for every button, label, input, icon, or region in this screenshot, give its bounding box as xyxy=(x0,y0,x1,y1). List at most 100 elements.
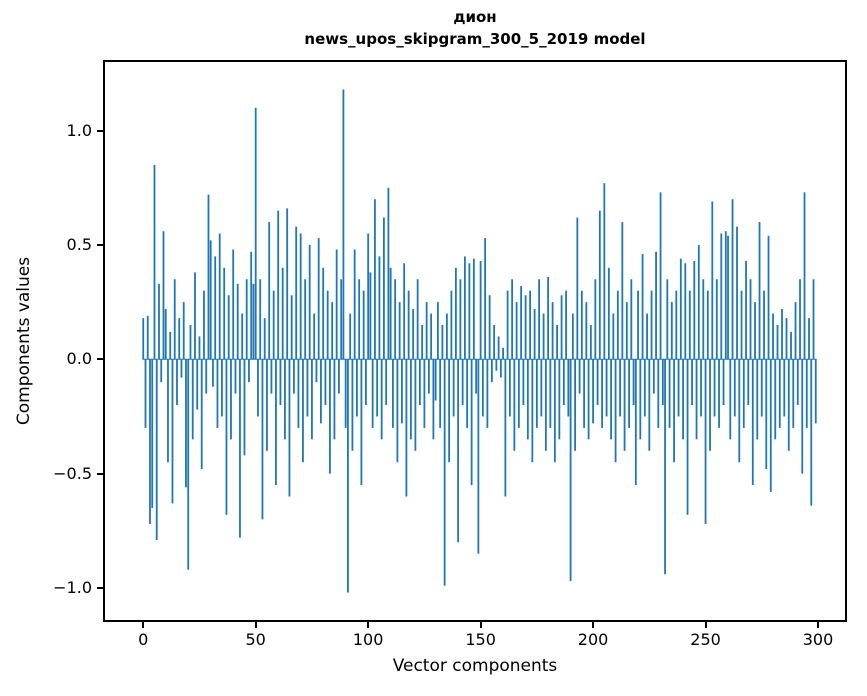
x-tick-label: 250 xyxy=(690,630,721,649)
bar xyxy=(378,256,381,360)
bar xyxy=(223,267,226,360)
bar xyxy=(439,359,442,428)
bar xyxy=(738,359,741,463)
x-tick-mark xyxy=(142,622,145,628)
bar xyxy=(718,359,720,428)
bar xyxy=(569,359,572,582)
bar xyxy=(700,359,702,417)
x-tick-mark xyxy=(817,622,819,628)
bar xyxy=(394,279,397,360)
y-tick-label: −0.5 xyxy=(53,463,92,483)
bar xyxy=(664,359,666,575)
bar xyxy=(760,359,763,417)
bar xyxy=(520,286,523,360)
bar xyxy=(218,233,221,360)
bar xyxy=(684,263,687,360)
bar xyxy=(655,251,657,360)
bar xyxy=(356,359,358,417)
bar xyxy=(452,359,455,417)
bar xyxy=(203,290,205,360)
bar xyxy=(299,233,302,360)
bar xyxy=(607,267,610,360)
bar xyxy=(169,331,172,360)
bar xyxy=(553,359,556,463)
y-tick-mark xyxy=(97,243,103,246)
bar xyxy=(225,359,228,515)
bar xyxy=(423,359,426,428)
bar xyxy=(187,359,190,570)
bar xyxy=(497,336,500,360)
bar xyxy=(275,359,277,486)
y-tick-label: 0.0 xyxy=(66,349,92,369)
bar xyxy=(167,359,169,463)
bar xyxy=(481,359,484,417)
bar xyxy=(794,302,797,360)
bar xyxy=(272,290,275,360)
bar xyxy=(358,279,361,360)
y-tick-mark xyxy=(97,129,103,132)
bar xyxy=(153,164,156,360)
bar xyxy=(418,359,421,406)
bar xyxy=(639,359,642,440)
bar xyxy=(756,359,759,440)
bar xyxy=(243,359,246,456)
bar xyxy=(504,359,507,497)
bar xyxy=(722,359,725,406)
bar xyxy=(329,359,331,474)
bar xyxy=(149,359,151,524)
bar xyxy=(621,222,624,360)
bar xyxy=(605,359,608,417)
bar xyxy=(506,290,509,360)
bar xyxy=(173,279,176,360)
bar xyxy=(182,302,185,360)
bar xyxy=(369,272,372,360)
bar xyxy=(776,324,779,360)
bar xyxy=(538,279,540,360)
bar xyxy=(254,107,257,360)
bar xyxy=(288,359,291,497)
bar xyxy=(731,199,734,360)
x-tick-label: 150 xyxy=(465,630,496,649)
bar xyxy=(146,315,149,360)
bar xyxy=(365,359,367,406)
bar xyxy=(257,359,259,417)
bar xyxy=(754,302,756,360)
bar xyxy=(389,267,392,360)
y-tick-label: −1.0 xyxy=(53,577,92,597)
bar xyxy=(392,359,394,428)
y-axis-label: Components values xyxy=(14,256,34,426)
bar xyxy=(194,272,196,360)
bar xyxy=(799,279,801,360)
bar xyxy=(745,260,747,360)
x-tick-mark xyxy=(479,622,482,628)
bar xyxy=(286,208,289,360)
bar xyxy=(812,279,815,360)
bar xyxy=(200,359,203,470)
bar xyxy=(403,263,406,360)
bar xyxy=(513,359,516,451)
bar xyxy=(320,359,322,424)
bar xyxy=(412,308,415,360)
bar xyxy=(610,359,612,440)
bar xyxy=(625,302,628,360)
bar xyxy=(702,279,705,360)
bar xyxy=(490,359,493,383)
bar xyxy=(628,359,630,428)
bar xyxy=(598,210,601,360)
bar xyxy=(470,359,473,486)
bar xyxy=(574,359,576,451)
bar xyxy=(511,279,514,360)
bar xyxy=(484,238,487,360)
bar xyxy=(477,359,480,554)
bar xyxy=(338,359,340,394)
bar xyxy=(281,267,284,360)
bar xyxy=(306,359,309,417)
bar xyxy=(317,238,320,360)
bar xyxy=(454,267,457,360)
bar xyxy=(603,183,606,360)
bar xyxy=(351,359,354,451)
bar xyxy=(675,290,678,360)
bar xyxy=(594,279,597,360)
bar xyxy=(616,290,619,360)
